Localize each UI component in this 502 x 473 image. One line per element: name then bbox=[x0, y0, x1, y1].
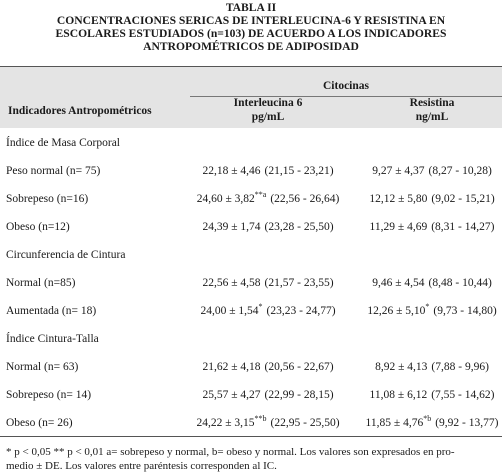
cell-value: 12,12 ± 5,80 bbox=[369, 193, 428, 205]
data-cell: 24,22 ± 3,15**b (22,95 - 25,50) bbox=[196, 414, 340, 430]
cell-value: 22,18 ± 4,46 bbox=[202, 165, 261, 177]
data-cell: 9,46 ± 4,54 (8,48 - 10,44) bbox=[372, 276, 492, 290]
cell-superscript: **a bbox=[254, 190, 267, 200]
cell-value: 21,62 ± 4,18 bbox=[202, 361, 261, 373]
cell-value: 24,39 ± 1,74 bbox=[202, 221, 261, 233]
section-title: Índice de Masa Corporal bbox=[6, 137, 121, 149]
row-label: Obeso (n= 26) bbox=[6, 417, 73, 429]
data-cell: 24,39 ± 1,74 (23,28 - 25,50) bbox=[202, 220, 333, 234]
cell-value: 8,92 ± 4,13 bbox=[375, 361, 428, 373]
data-cell: 24,60 ± 3,82**a (22,56 - 26,64) bbox=[196, 190, 340, 206]
group-header: Citocinas bbox=[323, 80, 369, 92]
row-header: Indicadores Antropométricos bbox=[8, 105, 152, 117]
data-cell: 22,18 ± 4,46 (21,15 - 23,21) bbox=[202, 164, 333, 178]
column-unit: ng/mL bbox=[415, 111, 449, 123]
section-title: Circunferencia de Cintura bbox=[6, 249, 126, 261]
row-label: Sobrepeso (n= 14) bbox=[6, 389, 92, 401]
title-line: TABLA II bbox=[225, 1, 277, 14]
row-label: Normal (n= 63) bbox=[6, 361, 79, 373]
cell-range: (22,56 - 26,64) bbox=[270, 193, 340, 205]
data-cell: 12,12 ± 5,80 (9,02 - 15,21) bbox=[369, 192, 494, 206]
data-cell: 11,08 ± 6,12 (7,55 - 14,62) bbox=[370, 388, 495, 402]
row-label: Peso normal (n= 75) bbox=[6, 165, 101, 177]
cell-superscript: * bbox=[258, 302, 263, 312]
cell-value: 12,26 ± 5,10 bbox=[367, 305, 426, 317]
cell-range: (21,15 - 23,21) bbox=[264, 165, 334, 177]
cell-range: (21,57 - 23,55) bbox=[264, 277, 334, 289]
cell-range: (20,56 - 22,67) bbox=[264, 361, 334, 373]
cell-value: 11,29 ± 4,69 bbox=[369, 221, 428, 233]
data-cell: 11,29 ± 4,69 (8,31 - 14,27) bbox=[370, 220, 495, 234]
cell-range: (9,73 - 14,80) bbox=[433, 305, 497, 317]
data-cell: 24,00 ± 1,54* (23,23 - 24,77) bbox=[200, 302, 336, 318]
column-unit: pg/mL bbox=[251, 111, 285, 123]
cell-value: 24,00 ± 1,54 bbox=[200, 305, 259, 317]
cell-superscript: **b bbox=[254, 414, 267, 424]
header-background bbox=[0, 66, 502, 128]
data-cell: 22,56 ± 4,58 (21,57 - 23,55) bbox=[202, 276, 333, 290]
cell-superscript: * bbox=[425, 302, 430, 312]
data-cell: 9,27 ± 4,37 (8,27 - 10,28) bbox=[372, 164, 492, 178]
section-title: Índice Cintura-Talla bbox=[6, 333, 99, 345]
cell-value: 25,57 ± 4,27 bbox=[202, 389, 261, 401]
bottom-rule bbox=[0, 436, 502, 437]
cell-value: 24,60 ± 3,82 bbox=[196, 193, 255, 205]
cell-range: (23,28 - 25,50) bbox=[264, 221, 334, 233]
row-label: Aumentada (n= 18) bbox=[6, 305, 97, 317]
data-cell: 25,57 ± 4,27 (22,99 - 28,15) bbox=[202, 388, 333, 402]
column-name: Interleucina 6 bbox=[233, 97, 303, 109]
column-name: Resistina bbox=[409, 97, 455, 109]
data-cell: 8,92 ± 4,13 (7,88 - 9,96) bbox=[375, 360, 489, 374]
cell-range: (7,55 - 14,62) bbox=[431, 389, 495, 401]
cell-range: (9,92 - 13,77) bbox=[435, 417, 499, 429]
cell-value: 11,08 ± 6,12 bbox=[369, 389, 428, 401]
row-label: Obeso (n=12) bbox=[6, 221, 70, 233]
cell-range: (22,95 - 25,50) bbox=[270, 417, 340, 429]
cell-superscript: *b bbox=[423, 414, 432, 424]
cell-range: (7,88 - 9,96) bbox=[431, 361, 489, 373]
data-cell: 21,62 ± 4,18 (20,56 - 22,67) bbox=[202, 360, 333, 374]
footnote-line: medio ± DE. Los valores entre paréntesis… bbox=[6, 460, 277, 472]
row-label: Sobrepeso (n=16) bbox=[6, 193, 89, 205]
cell-range: (8,48 - 10,44) bbox=[428, 277, 492, 289]
cell-range: (8,27 - 10,28) bbox=[428, 165, 492, 177]
cell-value: 11,85 ± 4,76 bbox=[365, 417, 424, 429]
cell-range: (8,31 - 14,27) bbox=[431, 221, 495, 233]
cell-range: (9,02 - 15,21) bbox=[431, 193, 495, 205]
cell-value: 22,56 ± 4,58 bbox=[202, 277, 261, 289]
cell-range: (23,23 - 24,77) bbox=[266, 305, 336, 317]
footnote-line: * p < 0,05 ** p < 0,01 a= sobrepeso y no… bbox=[6, 446, 455, 458]
cell-range: (22,99 - 28,15) bbox=[264, 389, 334, 401]
cell-value: 9,46 ± 4,54 bbox=[372, 277, 425, 289]
data-cell: 12,26 ± 5,10* (9,73 - 14,80) bbox=[367, 302, 497, 318]
cell-value: 9,27 ± 4,37 bbox=[372, 165, 425, 177]
title-line: ANTROPOMÉTRICOS DE ADIPOSIDAD bbox=[143, 40, 359, 53]
group-rule bbox=[190, 96, 502, 97]
data-cell: 11,85 ± 4,76*b (9,92 - 13,77) bbox=[365, 414, 499, 430]
cell-value: 24,22 ± 3,15 bbox=[196, 417, 255, 429]
top-rule bbox=[0, 66, 502, 67]
title-line: CONCENTRACIONES SERICAS DE INTERLEUCINA-… bbox=[56, 14, 446, 27]
title-line: ESCOLARES ESTUDIADOS (n=103) DE ACUERDO … bbox=[55, 27, 447, 40]
row-label: Normal (n=85) bbox=[6, 277, 76, 289]
